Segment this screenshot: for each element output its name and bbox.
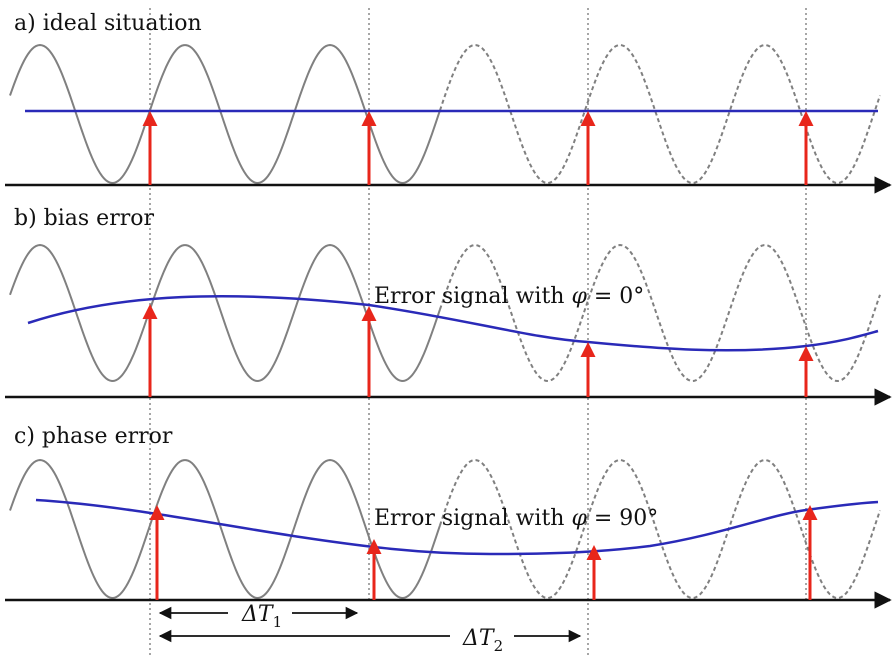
panel-label: c) phase error [14, 424, 173, 449]
interval-label: ΔT2 [462, 626, 503, 655]
panel-c: c) phase error Error signal with φ = 90° [5, 424, 892, 609]
carrier-wave-solid [9, 43, 441, 185]
error-signal-label: Error signal with φ = 0° [374, 284, 644, 309]
carrier-wave-dashed [439, 243, 881, 383]
guide-lines [149, 8, 807, 657]
interval-delta-t1: ΔT1 [158, 602, 359, 631]
carrier-wave-dashed [439, 458, 881, 600]
carrier-wave-solid [9, 458, 441, 600]
error-signal-label: Error signal with φ = 90° [374, 506, 658, 531]
panel-b: b) bias error Error signal with φ = 0° [5, 206, 892, 406]
interval-delta-t2: ΔT2 [158, 626, 582, 655]
panel-label: a) ideal situation [14, 11, 202, 36]
error-signal-curve [35, 498, 879, 556]
carrier-wave-dashed [439, 43, 881, 185]
panel-a: a) ideal situation [5, 11, 892, 194]
carrier-wave-solid [9, 243, 441, 383]
panel-label: b) bias error [14, 206, 154, 231]
interval-label: ΔT1 [241, 602, 282, 631]
